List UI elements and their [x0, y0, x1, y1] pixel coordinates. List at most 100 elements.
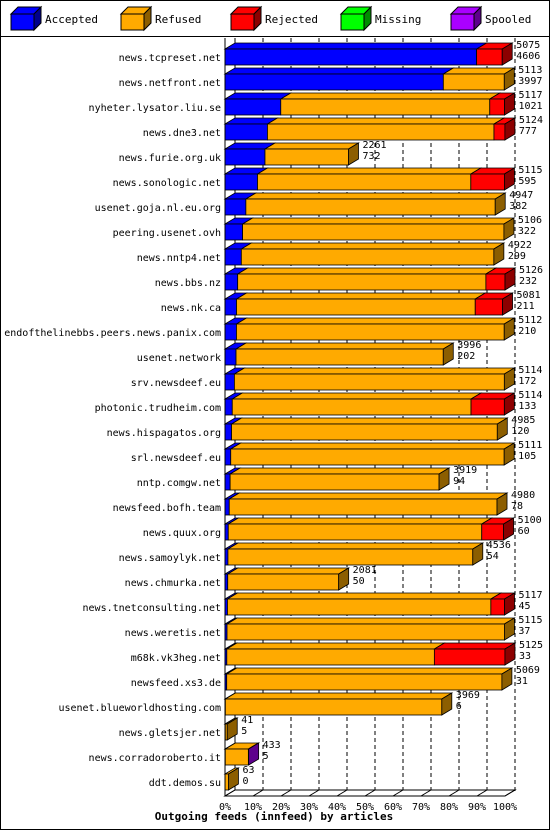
legend-item-missing: Missing — [339, 5, 421, 32]
bar-row — [223, 217, 516, 241]
bar-segment-top-refused — [441, 67, 516, 75]
bar-row — [223, 592, 516, 616]
offered-value: 4985 — [511, 415, 535, 426]
accepted-value: 299 — [508, 251, 526, 262]
bar-row — [223, 667, 514, 691]
x-tick — [336, 789, 348, 797]
offered-value: 5113 — [518, 65, 542, 76]
accepted-value: 3997 — [518, 76, 542, 87]
bar-row — [223, 617, 516, 641]
bar-side — [503, 317, 515, 341]
legend-swatch-side — [33, 5, 42, 32]
row-label: news.corradoroberto.it — [89, 753, 221, 764]
bar-side — [504, 117, 516, 141]
bar-segment-accepted — [224, 248, 242, 266]
bars — [223, 42, 517, 791]
bar-segment-refused — [227, 523, 483, 541]
bar-segment-top-refused — [236, 267, 498, 275]
bar-segment-refused — [280, 98, 491, 116]
offered-value: 5114 — [518, 390, 542, 401]
bar-side — [504, 592, 515, 616]
bar-side — [503, 167, 515, 191]
accepted-value: 777 — [519, 126, 537, 137]
bar-side — [504, 267, 516, 291]
bar-side — [503, 367, 515, 391]
row-label: news.tnetconsulting.net — [83, 603, 221, 614]
x-tick — [224, 789, 236, 797]
legend-label: Missing — [375, 13, 421, 26]
row-label: news.netfront.net — [119, 78, 221, 89]
bar-segment-refused — [227, 548, 474, 566]
bar-segment-top-refused — [226, 542, 485, 550]
bar-segment-refused — [264, 148, 349, 166]
bar-segment-top-refused — [241, 217, 516, 225]
bar-row — [223, 142, 360, 166]
bar-segment-top-refused — [223, 692, 454, 700]
row-label: news.samoylyk.net — [119, 553, 221, 564]
bar-segment-rejected — [474, 298, 503, 316]
bar-side — [228, 767, 239, 791]
row-label: news.tcpreset.net — [119, 53, 221, 64]
accepted-value: 45 — [519, 601, 531, 612]
bar-segment-refused — [236, 298, 476, 316]
bar-segment-accepted — [224, 498, 230, 516]
offered-value: 4980 — [511, 490, 535, 501]
offered-value: 5115 — [518, 615, 542, 626]
bar-segment-refused — [224, 748, 249, 766]
offered-value: 2081 — [353, 565, 377, 576]
bar-side — [503, 392, 515, 416]
legend: Accepted Refused Rejected Missing Spooled — [9, 5, 531, 32]
bar-segment-rejected — [490, 598, 505, 616]
x-tick-label: 0% — [219, 802, 231, 813]
accepted-value: 210 — [518, 326, 536, 337]
row-label: newsfeed.xs3.de — [131, 678, 221, 689]
offered-value: 5100 — [518, 515, 542, 526]
bar-segment-refused — [267, 123, 495, 141]
bar-row — [223, 67, 516, 91]
legend-item-refused: Refused — [119, 5, 201, 32]
bar-side — [504, 642, 516, 666]
offered-value: 5117 — [519, 90, 543, 101]
accepted-value: 595 — [518, 176, 536, 187]
bar-segment-top-refused — [226, 592, 503, 600]
bar-segment-top-accepted — [223, 42, 489, 50]
accepted-value: 732 — [363, 151, 381, 162]
bar-segment-accepted — [224, 198, 247, 216]
bar-segment-top-refused — [244, 192, 507, 200]
bar-segment-accepted — [224, 223, 243, 241]
bar-side — [442, 342, 454, 366]
bar-segment-top-refused — [230, 392, 483, 400]
row-label: news.weretis.net — [125, 628, 221, 639]
bar-segment-top-refused — [229, 442, 516, 450]
bar-segment-accepted — [224, 373, 235, 391]
x-tick-label: 50% — [356, 802, 374, 813]
bar-row — [223, 167, 516, 191]
bar-row — [223, 742, 261, 766]
accepted-value: 105 — [518, 451, 536, 462]
x-tick — [252, 789, 264, 797]
x-tick-label: 10% — [244, 802, 262, 813]
bar-segment-refused — [229, 473, 440, 491]
bar-segment-top-refused — [225, 642, 446, 650]
bar-side — [338, 567, 350, 591]
offered-value: 5115 — [518, 165, 542, 176]
offered-value: 4536 — [487, 540, 511, 551]
bar-row — [223, 92, 516, 116]
row-label: srl.newsdeef.eu — [131, 453, 221, 464]
bar-side — [503, 517, 514, 541]
offered-value: 3919 — [453, 465, 477, 476]
x-tick-label: 40% — [328, 802, 346, 813]
x-tick — [308, 789, 320, 797]
legend-label: Spooled — [485, 13, 531, 26]
offered-value: 41 — [241, 715, 253, 726]
bar-segment-refused — [226, 673, 503, 691]
bar-segment-refused — [245, 198, 496, 216]
legend-swatch-side — [473, 5, 482, 32]
row-label: peering.usenet.ovh — [113, 228, 221, 239]
legend-swatch — [230, 13, 255, 31]
bar-segment-accepted — [224, 98, 282, 116]
accepted-value: 5 — [241, 726, 247, 737]
x-tick — [420, 789, 432, 797]
row-label: usenet.blueworldhosting.com — [58, 703, 221, 714]
bar-side — [503, 217, 515, 241]
